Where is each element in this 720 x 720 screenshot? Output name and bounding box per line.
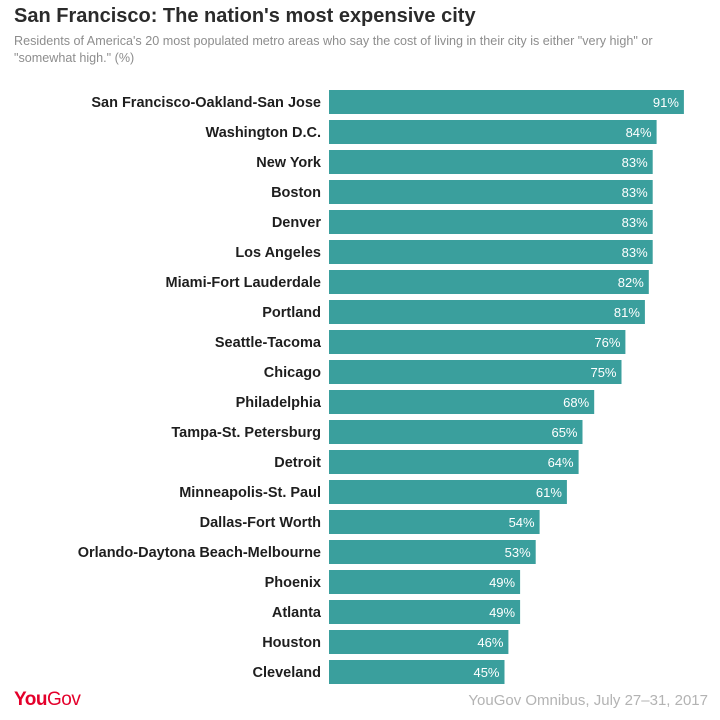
chart-title: San Francisco: The nation's most expensi… bbox=[14, 5, 476, 27]
value-label-san-francisco-oakland-san-jose: 91% bbox=[653, 95, 679, 110]
value-label-houston: 46% bbox=[477, 635, 503, 650]
bar-denver bbox=[329, 210, 653, 234]
value-label-atlanta: 49% bbox=[489, 605, 515, 620]
bar-dallas-fort-worth bbox=[329, 510, 540, 534]
category-label-detroit: Detroit bbox=[274, 455, 321, 471]
bar-boston bbox=[329, 180, 653, 204]
bar-minneapolis-st-paul bbox=[329, 480, 567, 504]
bar-tampa-st-petersburg bbox=[329, 420, 583, 444]
value-label-portland: 81% bbox=[614, 305, 640, 320]
bar-los-angeles bbox=[329, 240, 653, 264]
bar-phoenix bbox=[329, 570, 521, 594]
value-label-phoenix: 49% bbox=[489, 575, 515, 590]
category-label-washington-d-c: Washington D.C. bbox=[206, 125, 321, 141]
bar-orlando-daytona-beach-melbourne bbox=[329, 540, 536, 564]
bar-seattle-tacoma bbox=[329, 330, 626, 354]
bar-san-francisco-oakland-san-jose bbox=[329, 90, 684, 114]
bar-detroit bbox=[329, 450, 579, 474]
value-label-denver: 83% bbox=[622, 215, 648, 230]
category-label-tampa-st-petersburg: Tampa-St. Petersburg bbox=[171, 425, 321, 441]
category-label-cleveland: Cleveland bbox=[253, 665, 322, 681]
value-label-washington-d-c: 84% bbox=[626, 125, 652, 140]
value-label-orlando-daytona-beach-melbourne: 53% bbox=[505, 545, 531, 560]
value-label-new-york: 83% bbox=[622, 155, 648, 170]
category-label-portland: Portland bbox=[262, 305, 321, 321]
category-label-los-angeles: Los Angeles bbox=[235, 245, 321, 261]
category-label-dallas-fort-worth: Dallas-Fort Worth bbox=[200, 515, 321, 531]
category-label-miami-fort-lauderdale: Miami-Fort Lauderdale bbox=[166, 275, 322, 291]
value-label-dallas-fort-worth: 54% bbox=[509, 515, 535, 530]
category-label-minneapolis-st-paul: Minneapolis-St. Paul bbox=[179, 485, 321, 501]
category-label-orlando-daytona-beach-melbourne: Orlando-Daytona Beach-Melbourne bbox=[78, 545, 321, 561]
category-label-phoenix: Phoenix bbox=[265, 575, 321, 591]
bar-chart: San Francisco-Oakland-San Jose 91% Washing… bbox=[78, 90, 684, 684]
bar-washington-d-c bbox=[329, 120, 657, 144]
logo-you: You bbox=[14, 689, 47, 710]
logo-gov: Gov bbox=[46, 689, 81, 710]
bar-atlanta bbox=[329, 600, 521, 624]
category-label-chicago: Chicago bbox=[264, 365, 321, 381]
category-label-houston: Houston bbox=[262, 635, 321, 651]
category-label-atlanta: Atlanta bbox=[272, 605, 322, 621]
value-label-boston: 83% bbox=[622, 185, 648, 200]
value-label-miami-fort-lauderdale: 82% bbox=[618, 275, 644, 290]
category-label-san-francisco-oakland-san-jose: San Francisco-Oakland-San Jose bbox=[91, 95, 321, 111]
value-label-cleveland: 45% bbox=[473, 665, 499, 680]
bar-portland bbox=[329, 300, 645, 324]
bar-houston bbox=[329, 630, 509, 654]
category-label-new-york: New York bbox=[256, 155, 322, 171]
source-note: YouGov Omnibus, July 27–31, 2017 bbox=[468, 692, 708, 709]
category-label-philadelphia: Philadelphia bbox=[236, 395, 322, 411]
value-label-philadelphia: 68% bbox=[563, 395, 589, 410]
value-label-seattle-tacoma: 76% bbox=[594, 335, 620, 350]
chart-subtitle: Residents of America's 20 most populated… bbox=[14, 34, 653, 65]
value-label-chicago: 75% bbox=[590, 365, 616, 380]
value-label-los-angeles: 83% bbox=[622, 245, 648, 260]
bar-miami-fort-lauderdale bbox=[329, 270, 649, 294]
category-label-boston: Boston bbox=[271, 185, 321, 201]
value-label-detroit: 64% bbox=[548, 455, 574, 470]
bar-cleveland bbox=[329, 660, 505, 684]
value-label-tampa-st-petersburg: 65% bbox=[551, 425, 577, 440]
bar-philadelphia bbox=[329, 390, 595, 414]
category-label-denver: Denver bbox=[272, 215, 322, 231]
bar-new-york bbox=[329, 150, 653, 174]
value-label-minneapolis-st-paul: 61% bbox=[536, 485, 562, 500]
category-label-seattle-tacoma: Seattle-Tacoma bbox=[215, 335, 322, 351]
bar-chicago bbox=[329, 360, 622, 384]
yougov-logo: YouGov bbox=[14, 689, 81, 711]
